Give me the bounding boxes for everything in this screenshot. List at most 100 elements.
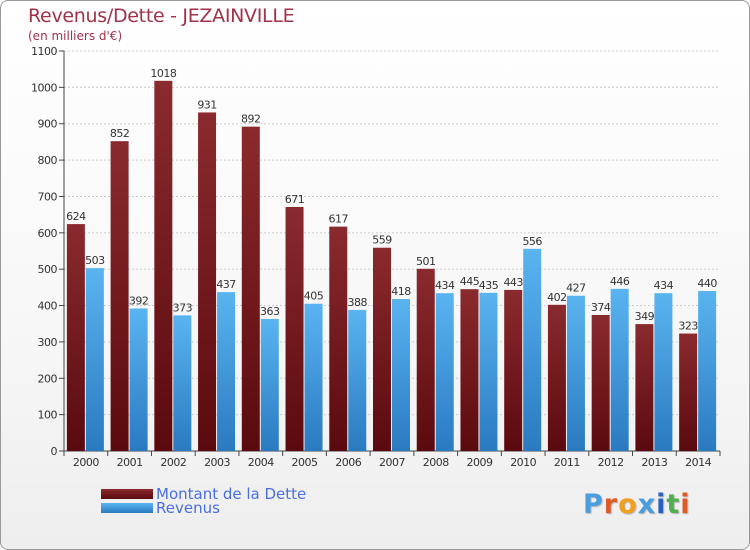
chart-subtitle: (en milliers d'€) (28, 29, 123, 43)
x-tick-label: 2007 (379, 456, 405, 469)
bar-revenue (392, 299, 410, 451)
data-label: 445 (460, 275, 480, 288)
data-label: 363 (260, 305, 280, 318)
logo-letter: t (666, 489, 681, 520)
x-tick-label: 2000 (73, 456, 99, 469)
bar-debt (635, 324, 654, 451)
bar-revenue (698, 291, 717, 451)
bar-debt (241, 126, 260, 452)
y-tick-label: 700 (38, 190, 58, 203)
bar-revenue (348, 309, 367, 451)
y-tick-label: 1000 (31, 81, 57, 94)
bar-debt (591, 315, 610, 451)
data-label: 931 (197, 98, 217, 111)
data-label: 443 (503, 276, 523, 289)
data-label: 501 (416, 255, 436, 268)
x-tick-label: 2011 (554, 456, 580, 469)
x-tick-label: 2001 (117, 456, 143, 469)
data-labels: 624 503 852 392 1018 373 931 437 892 363 671 405 617… (66, 67, 718, 333)
y-tick-label: 1100 (31, 45, 57, 58)
bar-debt (154, 80, 173, 452)
bar-revenue (129, 308, 148, 451)
bar-debt (198, 112, 217, 452)
data-label: 440 (697, 277, 717, 290)
chart-title: Revenus/Dette - JEZAINVILLE (28, 5, 295, 27)
x-tick-label: 2013 (641, 456, 667, 469)
y-tick-label: 600 (38, 227, 58, 240)
data-label: 671 (285, 193, 305, 206)
data-label: 434 (654, 279, 674, 292)
logo-letter: i (656, 489, 667, 520)
y-tick-label: 100 (38, 409, 58, 422)
logo-letter: r (603, 489, 619, 520)
data-label: 405 (304, 290, 324, 303)
data-label: 427 (566, 282, 586, 295)
x-tick-label: 2006 (335, 456, 361, 469)
data-label: 617 (329, 213, 349, 226)
data-label: 437 (216, 278, 236, 291)
y-tick-label: 300 (38, 336, 58, 349)
legend-label-debt: Montant de la Dette (156, 485, 307, 503)
data-label: 392 (129, 294, 149, 307)
legend-swatch-debt (101, 489, 153, 499)
bar-debt (504, 289, 523, 451)
data-label: 892 (241, 113, 261, 126)
logo-letter: x (637, 489, 657, 520)
data-label: 446 (610, 275, 630, 288)
bar-revenue (523, 248, 542, 451)
x-tick-label: 2003 (204, 456, 230, 469)
bar-debt (285, 207, 304, 451)
bar-revenue (304, 303, 323, 451)
data-label: 434 (435, 279, 455, 292)
data-label: 624 (66, 210, 86, 223)
data-label: 418 (391, 285, 411, 298)
bar-debt (66, 224, 85, 451)
data-label: 323 (678, 320, 698, 333)
data-label: 435 (479, 279, 499, 292)
x-tick-label: 2014 (685, 456, 711, 469)
bar-revenue (566, 295, 585, 451)
legend-label-revenue: Revenus (156, 499, 220, 517)
legend-swatch-revenue (101, 503, 153, 513)
bar-revenue (610, 288, 629, 451)
data-label: 388 (348, 296, 368, 309)
bar-debt (547, 304, 566, 451)
bar-debt (110, 141, 129, 451)
y-tick-label: 200 (38, 372, 58, 385)
data-label: 556 (522, 235, 542, 248)
data-label: 1018 (150, 67, 176, 80)
x-tick-label: 2010 (510, 456, 536, 469)
x-tick-label: 2008 (423, 456, 449, 469)
x-tick-label: 2004 (248, 456, 274, 469)
bar-debt (679, 333, 698, 451)
data-label: 559 (372, 234, 392, 247)
bar-debt (373, 247, 391, 451)
data-label: 852 (110, 127, 130, 140)
bar-revenue (435, 293, 454, 451)
bar-revenue (654, 293, 673, 451)
bar-revenue (217, 292, 236, 451)
bar-revenue (479, 292, 498, 451)
x-tick-label: 2009 (466, 456, 492, 469)
axes: 0 100 200 300 400 500 600 700 800 900 1000 1100 2000… (31, 45, 721, 469)
bar-revenue (260, 319, 279, 451)
y-tick-label: 900 (38, 118, 58, 131)
y-tick-label: 400 (38, 300, 58, 313)
data-label: 503 (85, 254, 105, 267)
bar-debt (460, 289, 479, 451)
data-label: 349 (635, 310, 655, 323)
logo-letter: o (618, 489, 638, 520)
logo-letter: P (583, 489, 604, 520)
y-tick-label: 500 (38, 263, 58, 276)
logo-letter: i (680, 489, 691, 520)
bar-revenue (173, 315, 192, 451)
bar-revenue (85, 268, 104, 451)
data-label: 374 (591, 301, 611, 314)
proxiti-logo: Proxiti (583, 489, 691, 520)
y-tick-label: 0 (51, 445, 58, 458)
x-tick-label: 2002 (160, 456, 186, 469)
data-label: 373 (173, 301, 193, 314)
bar-debt (329, 226, 348, 451)
